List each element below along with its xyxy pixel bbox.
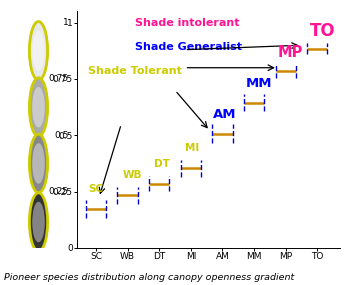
Circle shape [32,202,45,242]
Text: MP: MP [278,45,303,60]
Text: SC: SC [88,184,103,194]
Circle shape [29,193,48,251]
Text: Shade Tolerant: Shade Tolerant [88,66,181,76]
Text: MM: MM [246,77,273,90]
Text: 0.75: 0.75 [48,74,69,84]
Circle shape [29,78,48,137]
Circle shape [32,87,45,127]
Text: WB: WB [123,170,142,180]
Text: DT: DT [154,159,170,169]
Text: Shade Generalist: Shade Generalist [135,42,242,52]
Text: 0.25: 0.25 [49,187,69,196]
Circle shape [32,30,45,71]
Circle shape [32,143,45,184]
Text: Pioneer species distribution along canopy openness gradient: Pioneer species distribution along canop… [4,273,294,282]
Text: 0.5: 0.5 [54,131,69,140]
Circle shape [29,22,48,80]
Text: Shade intolerant: Shade intolerant [135,19,239,29]
Text: MI: MI [184,143,199,153]
Circle shape [29,134,48,193]
Text: TO: TO [309,22,335,40]
Text: AM: AM [213,108,237,121]
Text: 1: 1 [63,18,69,27]
